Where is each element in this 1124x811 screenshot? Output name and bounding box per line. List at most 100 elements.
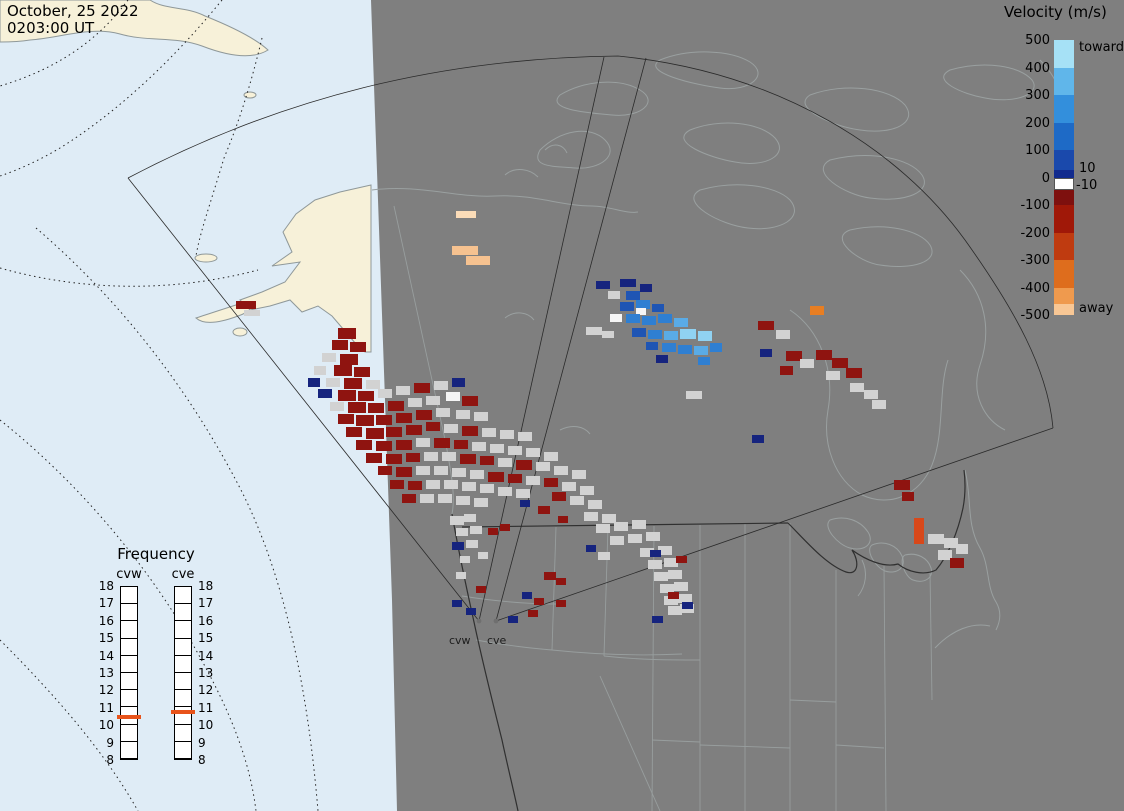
velocity-cell — [544, 452, 558, 461]
velocity-cell — [956, 544, 968, 554]
velocity-cell — [408, 398, 422, 407]
velocity-cell — [652, 616, 663, 623]
velocity-cell — [386, 454, 402, 464]
velocity-cell — [668, 570, 682, 579]
velocity-cell — [614, 522, 628, 531]
frequency-bar-segment — [121, 639, 137, 656]
velocity-cell — [236, 301, 256, 309]
velocity-cell — [654, 572, 668, 581]
velocity-cell — [508, 446, 522, 455]
velocity-cell — [480, 456, 494, 465]
velocity-cell — [446, 392, 460, 401]
velocity-cell — [452, 542, 464, 550]
threshold-lower-label: -10 — [1076, 178, 1098, 193]
velocity-cell — [344, 378, 362, 389]
velocity-cell — [846, 368, 862, 378]
velocity-cell — [554, 466, 568, 475]
colorbar-segment — [1054, 303, 1074, 315]
velocity-cell — [358, 391, 374, 401]
velocity-cell — [474, 412, 488, 421]
away-label: away — [1079, 301, 1114, 316]
velocity-cell — [914, 518, 924, 544]
velocity-cell — [338, 328, 356, 339]
velocity-cell — [338, 390, 356, 401]
colorbar-segment — [1054, 205, 1074, 233]
velocity-cell — [474, 498, 488, 507]
velocity-cell — [332, 340, 348, 350]
velocity-cell — [826, 371, 840, 380]
frequency-tick-label: 18 — [198, 579, 214, 593]
velocity-cell — [674, 582, 688, 591]
frequency-tick-label: 8 — [106, 753, 114, 767]
frequency-tick-label: 9 — [106, 735, 114, 750]
frequency-bar-segment — [121, 621, 137, 639]
frequency-bar-segment — [121, 690, 137, 708]
threshold-upper-label: 10 — [1079, 161, 1096, 176]
velocity-cell — [758, 321, 774, 330]
velocity-cell — [456, 572, 466, 579]
velocity-cell — [642, 316, 656, 325]
velocity-cell — [460, 454, 476, 464]
velocity-cell — [610, 314, 622, 322]
velocity-cell — [378, 389, 392, 398]
toward-label: toward — [1079, 40, 1124, 55]
velocity-cell — [608, 291, 620, 299]
velocity-cell — [864, 390, 878, 399]
velocity-cell — [556, 578, 566, 585]
velocity-cell — [944, 538, 958, 548]
velocity-cell — [376, 415, 392, 425]
frequency-bar-segment — [175, 587, 191, 605]
velocity-tick-label: -400 — [1020, 280, 1050, 296]
velocity-cell — [800, 359, 814, 368]
colorbar-segment — [1054, 260, 1074, 288]
velocity-cell — [544, 478, 558, 487]
frequency-tick-label: 17 — [198, 596, 214, 611]
velocity-cell — [476, 586, 486, 593]
velocity-cell — [378, 466, 392, 475]
velocity-cell — [678, 345, 692, 354]
velocity-cell — [452, 600, 462, 607]
velocity-cell — [656, 355, 668, 363]
velocity-cell — [462, 426, 478, 436]
velocity-cell — [572, 470, 586, 479]
velocity-tick-label: -300 — [1020, 253, 1050, 268]
velocity-cell — [526, 476, 540, 485]
velocity-cell — [598, 552, 610, 560]
velocity-cell — [388, 401, 404, 411]
velocity-cell — [414, 383, 430, 393]
frequency-bar-segment — [175, 742, 191, 759]
velocity-cell — [682, 602, 693, 609]
velocity-cell — [536, 462, 550, 471]
velocity-cell — [470, 526, 482, 534]
velocity-cell — [640, 284, 652, 292]
velocity-cell — [538, 506, 550, 514]
velocity-cell — [658, 314, 672, 323]
velocity-cell — [516, 489, 530, 498]
velocity-cell — [872, 400, 886, 409]
colorbar-segment — [1054, 287, 1074, 304]
velocity-cell — [626, 291, 640, 300]
velocity-cell — [244, 310, 260, 316]
radar-fov-lines — [127, 55, 1054, 624]
velocity-cell — [478, 552, 488, 559]
velocity-cell — [586, 327, 602, 335]
velocity-cell — [556, 600, 566, 607]
velocity-cell — [462, 396, 478, 406]
velocity-cell — [628, 534, 642, 543]
velocity-cell — [416, 466, 430, 475]
frequency-bar-segment — [121, 707, 137, 725]
velocity-cell — [420, 494, 434, 503]
velocity-cell — [816, 350, 832, 360]
frequency-marker — [117, 714, 141, 719]
velocity-tick-label: 300 — [1025, 88, 1050, 103]
frequency-bar-segment — [121, 656, 137, 673]
velocity-cell — [338, 414, 354, 424]
frequency-marker — [171, 710, 195, 715]
radar-site-cvw-dot — [476, 618, 482, 624]
velocity-cell — [500, 524, 510, 531]
frequency-bar-segment — [121, 742, 137, 759]
velocity-cell — [664, 596, 678, 605]
velocity-cell — [752, 435, 764, 443]
